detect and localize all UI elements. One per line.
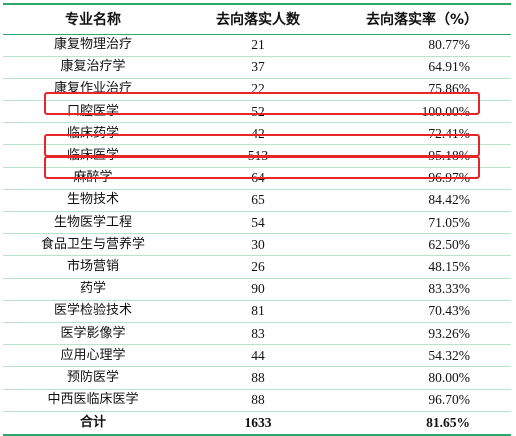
placement-count: 81 bbox=[183, 300, 333, 323]
table-row: 生物医学工程 54 71.05% bbox=[3, 211, 511, 235]
placement-rate: 95.18% bbox=[333, 144, 511, 168]
major-name: 医学检验技术 bbox=[3, 300, 183, 323]
header-major: 专业名称 bbox=[3, 3, 183, 35]
placement-rate: 96.97% bbox=[333, 167, 511, 190]
major-name: 康复作业治疗 bbox=[3, 78, 183, 102]
placement-rate: 83.33% bbox=[333, 278, 511, 301]
placement-rate: 96.70% bbox=[333, 389, 511, 412]
placement-count: 44 bbox=[183, 344, 333, 368]
header-rate: 去向落实率（%） bbox=[333, 3, 511, 35]
placement-rate: 71.05% bbox=[333, 211, 511, 235]
total-rate: 81.65% bbox=[333, 411, 511, 436]
major-name: 临床药学 bbox=[3, 122, 183, 146]
placement-count: 513 bbox=[183, 144, 333, 168]
table-row: 临床药学 42 72.41% bbox=[3, 122, 511, 146]
major-name: 临床医学 bbox=[3, 144, 183, 168]
table-row: 康复物理治疗 21 80.77% bbox=[3, 34, 511, 57]
placement-rate: 54.32% bbox=[333, 344, 511, 368]
employment-table-container: 专业名称 去向落实人数 去向落实率（%） 康复物理治疗 21 80.77% 康复治疗… bbox=[3, 3, 511, 436]
major-name: 生物技术 bbox=[3, 189, 183, 213]
placement-count: 30 bbox=[183, 233, 333, 257]
table-body: 康复物理治疗 21 80.77% 康复治疗学 37 64.91% 康复作业治疗 22 75.… bbox=[3, 34, 511, 436]
placement-count: 37 bbox=[183, 56, 333, 79]
placement-count: 64 bbox=[183, 167, 333, 190]
table-row: 麻醉学 64 96.97% bbox=[3, 167, 511, 190]
major-name: 医学影像学 bbox=[3, 322, 183, 346]
table-header-row: 专业名称 去向落实人数 去向落实率（%） bbox=[3, 3, 511, 35]
placement-count: 90 bbox=[183, 278, 333, 301]
placement-count: 54 bbox=[183, 211, 333, 235]
placement-count: 52 bbox=[183, 100, 333, 124]
placement-rate: 72.41% bbox=[333, 122, 511, 146]
placement-count: 22 bbox=[183, 78, 333, 102]
table-row: 生物技术 65 84.42% bbox=[3, 189, 511, 213]
placement-rate: 70.43% bbox=[333, 300, 511, 323]
placement-count: 65 bbox=[183, 189, 333, 213]
table-row: 预防医学 88 80.00% bbox=[3, 366, 511, 390]
table-row: 口腔医学 52 100.00% bbox=[3, 100, 511, 124]
total-row: 合计 1633 81.65% bbox=[3, 411, 511, 436]
placement-count: 88 bbox=[183, 389, 333, 412]
placement-rate: 93.26% bbox=[333, 322, 511, 346]
placement-count: 21 bbox=[183, 34, 333, 57]
total-label: 合计 bbox=[3, 411, 183, 436]
major-name: 口腔医学 bbox=[3, 100, 183, 124]
table-row: 中西医临床医学 88 96.70% bbox=[3, 389, 511, 412]
major-name: 市场营销 bbox=[3, 255, 183, 279]
table-row: 临床医学 513 95.18% bbox=[3, 144, 511, 168]
placement-rate: 100.00% bbox=[333, 100, 511, 124]
table-row: 食品卫生与营养学 30 62.50% bbox=[3, 233, 511, 257]
major-name: 中西医临床医学 bbox=[3, 389, 183, 412]
placement-rate: 84.42% bbox=[333, 189, 511, 213]
placement-rate: 48.15% bbox=[333, 255, 511, 279]
major-name: 药学 bbox=[3, 278, 183, 301]
placement-rate: 64.91% bbox=[333, 56, 511, 79]
placement-rate: 75.86% bbox=[333, 78, 511, 102]
placement-count: 88 bbox=[183, 366, 333, 390]
placement-count: 83 bbox=[183, 322, 333, 346]
major-name: 康复治疗学 bbox=[3, 56, 183, 79]
major-name: 康复物理治疗 bbox=[3, 34, 183, 57]
major-name: 麻醉学 bbox=[3, 167, 183, 190]
placement-rate: 80.00% bbox=[333, 366, 511, 390]
major-name: 生物医学工程 bbox=[3, 211, 183, 235]
table-row: 康复作业治疗 22 75.86% bbox=[3, 78, 511, 102]
table-row: 药学 90 83.33% bbox=[3, 278, 511, 301]
placement-count: 26 bbox=[183, 255, 333, 279]
major-name: 食品卫生与营养学 bbox=[3, 233, 183, 257]
major-name: 预防医学 bbox=[3, 366, 183, 390]
table-row: 医学检验技术 81 70.43% bbox=[3, 300, 511, 323]
placement-rate: 62.50% bbox=[333, 233, 511, 257]
table-row: 医学影像学 83 93.26% bbox=[3, 322, 511, 346]
table-row: 市场营销 26 48.15% bbox=[3, 255, 511, 279]
table-row: 康复治疗学 37 64.91% bbox=[3, 56, 511, 79]
table-row: 应用心理学 44 54.32% bbox=[3, 344, 511, 368]
employment-rate-table: 专业名称 去向落实人数 去向落实率（%） 康复物理治疗 21 80.77% 康复治疗… bbox=[3, 3, 511, 436]
placement-count: 42 bbox=[183, 122, 333, 146]
header-count: 去向落实人数 bbox=[183, 3, 333, 35]
placement-rate: 80.77% bbox=[333, 34, 511, 57]
total-count: 1633 bbox=[183, 411, 333, 436]
major-name: 应用心理学 bbox=[3, 344, 183, 368]
